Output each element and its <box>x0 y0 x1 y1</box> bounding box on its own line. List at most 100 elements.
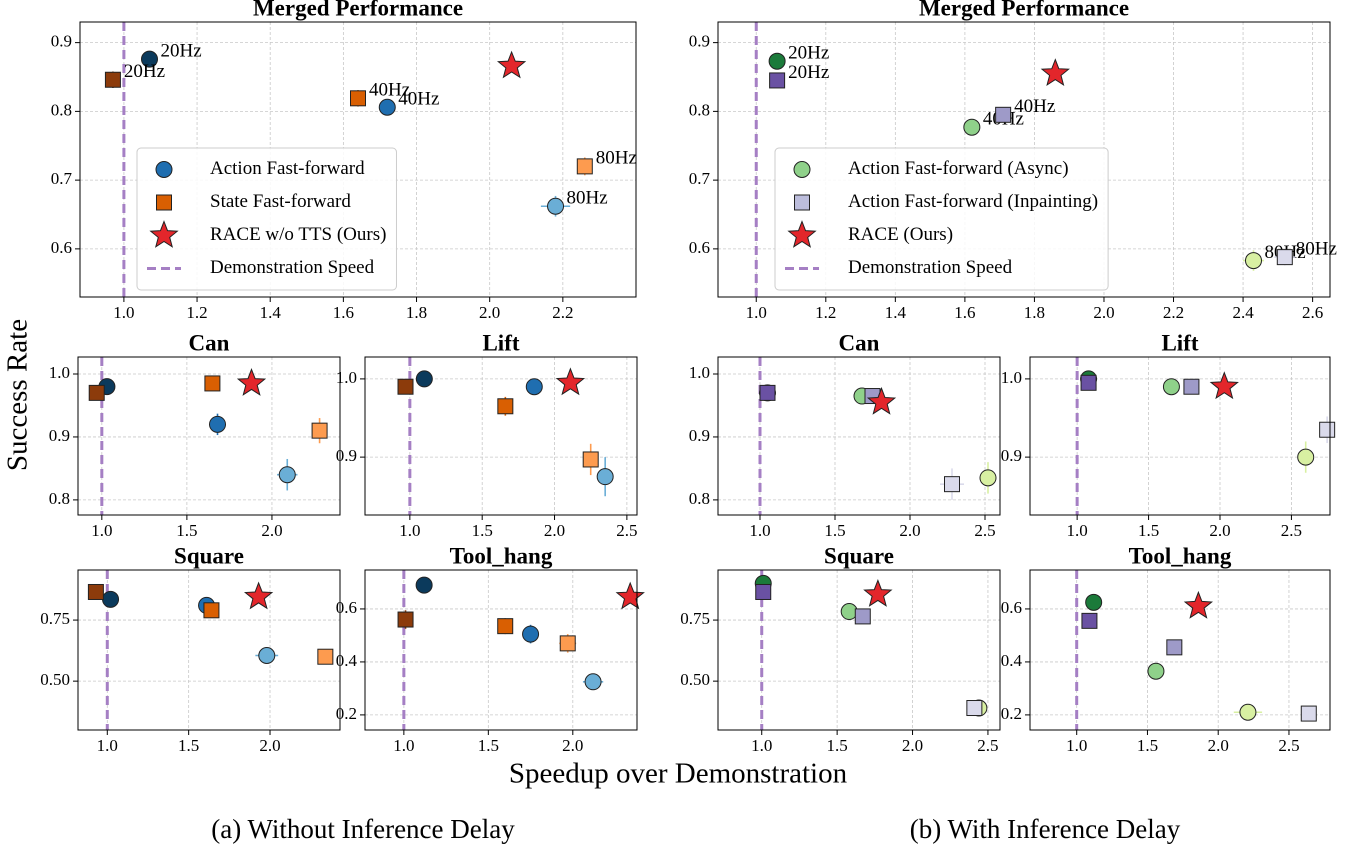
x-tick-label: 2.0 <box>259 736 280 755</box>
x-tick-label: 2.6 <box>1302 303 1323 322</box>
y-tick-label: 0.4 <box>1001 651 1023 670</box>
x-tick-label: 2.2 <box>1163 303 1184 322</box>
point-label: 80Hz <box>596 148 637 169</box>
data-point <box>1166 639 1183 656</box>
data-point <box>1040 58 1070 87</box>
x-tick-label: 2.5 <box>974 521 995 540</box>
data-point <box>1085 593 1103 611</box>
subplot: Square 1.0 1.5 2.0 2.5 0.50 0.75 <box>680 543 1001 755</box>
subplot-title: Merged Performance <box>253 0 463 20</box>
point-label: 80Hz <box>567 188 608 209</box>
subplot: Tool_hang 1.0 1.5 2.0 2.5 0.2 0.4 0.6 <box>1001 543 1331 755</box>
legend-marker <box>149 220 179 248</box>
data-point <box>141 50 158 68</box>
data-point <box>1183 378 1200 395</box>
data-point <box>1080 374 1097 391</box>
caption: (b) With Inference Delay <box>910 814 1181 844</box>
data-point <box>1162 378 1180 396</box>
y-tick-label: 0.8 <box>689 100 710 119</box>
x-tick-label: 1.4 <box>885 303 907 322</box>
legend-box <box>774 147 1109 291</box>
x-tick-label: 2.0 <box>562 736 583 755</box>
data-point <box>576 158 593 175</box>
subplot: Lift 1.0 1.5 2.0 2.5 0.9 1.0 <box>336 330 638 540</box>
x-tick-label: 1.8 <box>1024 303 1045 322</box>
x-tick-label: 1.5 <box>827 736 848 755</box>
y-tick-label: 0.8 <box>689 489 710 508</box>
data-point <box>768 52 786 70</box>
x-tick-label: 2.5 <box>1278 736 1299 755</box>
x-tick-label: 1.0 <box>1066 736 1087 755</box>
y-tick-label: 0.75 <box>680 609 710 628</box>
x-tick-label: 1.5 <box>178 736 199 755</box>
x-tick-label: 1.0 <box>91 521 112 540</box>
data-point <box>1276 249 1293 266</box>
x-tick-label: 2.0 <box>1093 303 1114 322</box>
data-point <box>1209 371 1239 400</box>
data-point <box>1319 421 1336 438</box>
y-tick-label: 0.9 <box>689 32 710 51</box>
data-point <box>979 469 997 487</box>
data-point <box>378 98 396 116</box>
data-point <box>497 618 514 635</box>
x-tick-label: 1.2 <box>186 303 207 322</box>
y-tick-label: 1.0 <box>1001 368 1022 387</box>
data-point <box>397 378 414 395</box>
plot-frame <box>717 356 1001 516</box>
point-label: 20Hz <box>788 62 829 83</box>
data-point <box>1297 448 1315 466</box>
y-axis-label: Success Rate <box>2 319 34 471</box>
data-point <box>415 576 433 594</box>
data-point <box>547 197 565 215</box>
subplot-title: Lift <box>1161 330 1198 355</box>
x-tick-label: 1.4 <box>260 303 282 322</box>
x-axis-label: Speedup over Demonstration <box>509 758 848 790</box>
y-tick-label: 0.4 <box>336 651 358 670</box>
x-tick-label: 1.5 <box>176 521 197 540</box>
data-point <box>525 378 543 396</box>
x-tick-label: 1.2 <box>815 303 836 322</box>
plot-area <box>365 570 637 730</box>
x-tick-label: 2.5 <box>616 521 637 540</box>
data-point <box>87 583 104 600</box>
data-point <box>102 590 120 608</box>
plot-frame <box>364 356 638 516</box>
y-tick-label: 1.0 <box>336 368 357 387</box>
y-tick-label: 0.9 <box>49 426 70 445</box>
legend-label: State Fast-forward <box>210 191 351 212</box>
legend-label: Demonstration Speed <box>210 257 375 278</box>
y-tick-label: 0.6 <box>1001 598 1022 617</box>
x-tick-label: 1.0 <box>1067 521 1088 540</box>
data-point <box>1183 590 1214 619</box>
subplot-title: Can <box>189 330 230 355</box>
x-tick-label: 1.0 <box>113 303 134 322</box>
plot-frame <box>77 569 341 731</box>
plot-area <box>1030 357 1330 515</box>
x-tick-label: 2.5 <box>977 736 998 755</box>
legend-marker <box>794 194 810 211</box>
x-tick-label: 1.5 <box>472 521 493 540</box>
y-tick-label: 0.2 <box>336 704 357 723</box>
data-point <box>311 422 328 439</box>
x-tick-label: 2.4 <box>1232 303 1254 322</box>
data-point <box>863 579 893 607</box>
plot-frame <box>1029 569 1331 731</box>
data-point <box>1245 252 1262 270</box>
data-point <box>555 367 586 396</box>
data-point <box>204 375 221 392</box>
data-point <box>1081 612 1098 629</box>
point-label: 80Hz <box>1296 238 1337 259</box>
data-point <box>209 415 227 433</box>
data-point <box>854 608 871 625</box>
data-point <box>236 368 267 396</box>
caption: (a) Without Inference Delay <box>211 814 515 844</box>
x-tick-label: 2.0 <box>261 521 282 540</box>
y-tick-label: 0.7 <box>51 169 73 188</box>
x-tick-label: 2.0 <box>1209 521 1230 540</box>
data-point <box>350 90 366 107</box>
point-label: 40Hz <box>369 80 410 101</box>
legend-marker <box>156 194 172 211</box>
data-point <box>88 384 105 401</box>
y-tick-label: 0.9 <box>689 426 710 445</box>
